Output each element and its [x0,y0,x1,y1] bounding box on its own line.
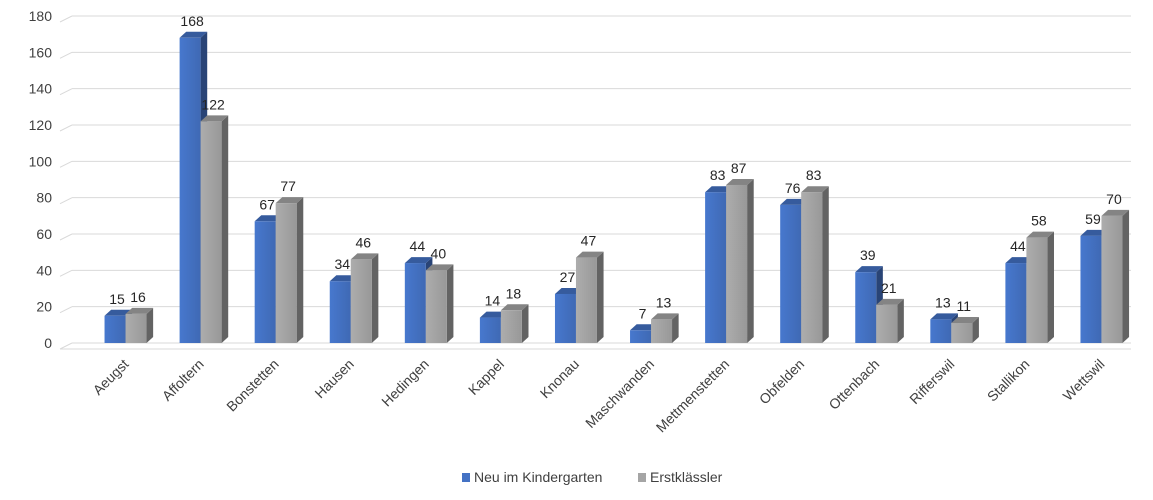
y-tick-label: 60 [36,226,52,242]
data-label: 46 [355,234,371,250]
data-label: 13 [935,294,951,310]
bar-erstklaessler [275,197,304,343]
y-tick-label: 140 [29,81,53,97]
data-label: 83 [806,167,822,183]
x-tick-label: Knonau [537,356,582,401]
gridline-side [59,15,73,23]
data-label: 67 [259,196,275,212]
bars [104,31,1130,344]
legend-label: Neu im Kindergarten [474,469,602,485]
gridline-side [59,306,73,314]
x-tick-label: Ottenbach [825,356,882,413]
bar-erstklaessler [200,115,229,343]
bar-erstklaessler [801,186,829,343]
y-tick-label: 40 [36,262,52,278]
data-label: 14 [485,293,501,309]
y-tick-label: 120 [29,117,53,133]
gridline-side [59,51,73,59]
data-label: 59 [1085,211,1101,227]
bar-erstklaessler [425,264,454,343]
legend-label: Erstklässler [650,469,723,485]
data-labels: 15 16 168 122 67 77 34 46 44 40 14 18 27 47 7 13 83 87 76 8… [109,13,1122,321]
data-label: 168 [180,13,204,29]
bar-erstklaessler [1026,231,1054,343]
legend-swatch [462,473,470,482]
y-tick-label: 160 [29,44,53,60]
bar-erstklaessler [125,307,154,343]
data-label: 15 [109,291,125,307]
data-label: 27 [560,269,576,285]
data-label: 70 [1106,191,1122,207]
x-tick-label: Kappel [465,356,507,398]
y-tick-label: 20 [36,299,52,315]
data-label: 44 [1010,238,1026,254]
bar-erstklaessler [350,253,379,343]
data-label: 87 [731,160,747,176]
gridline-side [59,124,73,132]
data-label: 83 [710,167,726,183]
x-tick-label: Bonstetten [223,356,282,415]
x-axis: Aeugst Affoltern Bonstetten Hausen Hedingen K… [90,356,1108,436]
data-label: 40 [431,245,447,261]
bar-erstklaessler [500,304,529,343]
data-label: 44 [410,238,426,254]
bar-erstklaessler [876,298,904,343]
y-tick-label: 80 [36,190,52,206]
data-label: 58 [1031,213,1047,229]
x-tick-label: Rifferswil [906,356,957,407]
y-tick-label: 100 [29,153,53,169]
bar-erstklaessler [726,178,754,343]
data-label: 21 [881,280,897,296]
data-label: 77 [280,178,296,194]
x-tick-label: Maschwanden [582,356,657,431]
bar-erstklaessler [651,313,679,343]
x-tick-label: Hausen [311,356,356,401]
gridline-side [59,160,73,168]
data-label: 122 [201,96,225,112]
x-tick-label: Obfelden [756,356,807,407]
y-tick-label: 0 [44,335,52,351]
x-tick-label: Wettswil [1060,356,1108,404]
data-label: 34 [334,256,350,272]
gridline-side [59,269,73,277]
data-label: 13 [656,294,672,310]
bar-erstklaessler [1101,209,1130,343]
data-label: 76 [785,180,801,196]
data-label: 7 [639,305,647,321]
data-label: 16 [130,289,146,305]
gridline-side [59,88,73,96]
bar-erstklaessler [951,317,979,343]
gridline-side [59,197,73,205]
legend-swatch [638,473,646,482]
legend: Neu im Kindergarten Erstklässler [462,469,723,485]
gridline-side [59,342,73,350]
y-tick-label: 180 [29,8,53,24]
x-tick-label: Affoltern [159,356,207,404]
x-tick-label: Mettmenstetten [653,356,733,436]
data-label: 11 [957,298,972,314]
data-label: 18 [506,285,522,301]
x-tick-label: Hedingen [378,356,432,410]
data-label: 47 [581,233,597,249]
gridline-side [59,233,73,241]
y-axis: 0 20 40 60 80 100 120 140 160 180 [29,8,53,351]
data-label: 39 [860,247,876,263]
bar-erstklaessler [575,251,604,343]
x-tick-label: Stallikon [984,356,1033,405]
x-tick-label: Aeugst [90,356,132,398]
